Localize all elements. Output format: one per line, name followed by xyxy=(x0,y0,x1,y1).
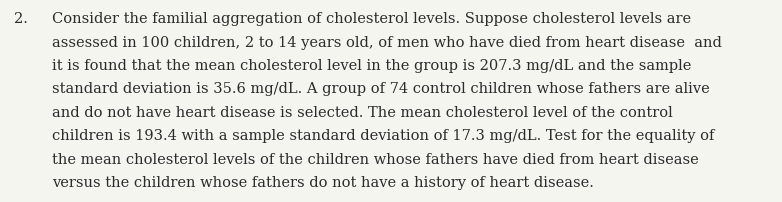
Text: and do not have heart disease is selected. The mean cholesterol level of the con: and do not have heart disease is selecte… xyxy=(52,105,673,119)
Text: standard deviation is 35.6 mg/dL. A group of 74 control children whose fathers a: standard deviation is 35.6 mg/dL. A grou… xyxy=(52,82,710,96)
Text: assessed in 100 children, 2 to 14 years old, of men who have died from heart dis: assessed in 100 children, 2 to 14 years … xyxy=(52,35,722,49)
Text: 2.: 2. xyxy=(14,12,28,26)
Text: Consider the familial aggregation of cholesterol levels. Suppose cholesterol lev: Consider the familial aggregation of cho… xyxy=(52,12,691,26)
Text: children is 193.4 with a sample standard deviation of 17.3 mg/dL. Test for the e: children is 193.4 with a sample standard… xyxy=(52,129,715,143)
Text: versus the children whose fathers do not have a history of heart disease.: versus the children whose fathers do not… xyxy=(52,176,594,189)
Text: it is found that the mean cholesterol level in the group is 207.3 mg/dL and the : it is found that the mean cholesterol le… xyxy=(52,59,691,73)
Text: the mean cholesterol levels of the children whose fathers have died from heart d: the mean cholesterol levels of the child… xyxy=(52,152,699,166)
